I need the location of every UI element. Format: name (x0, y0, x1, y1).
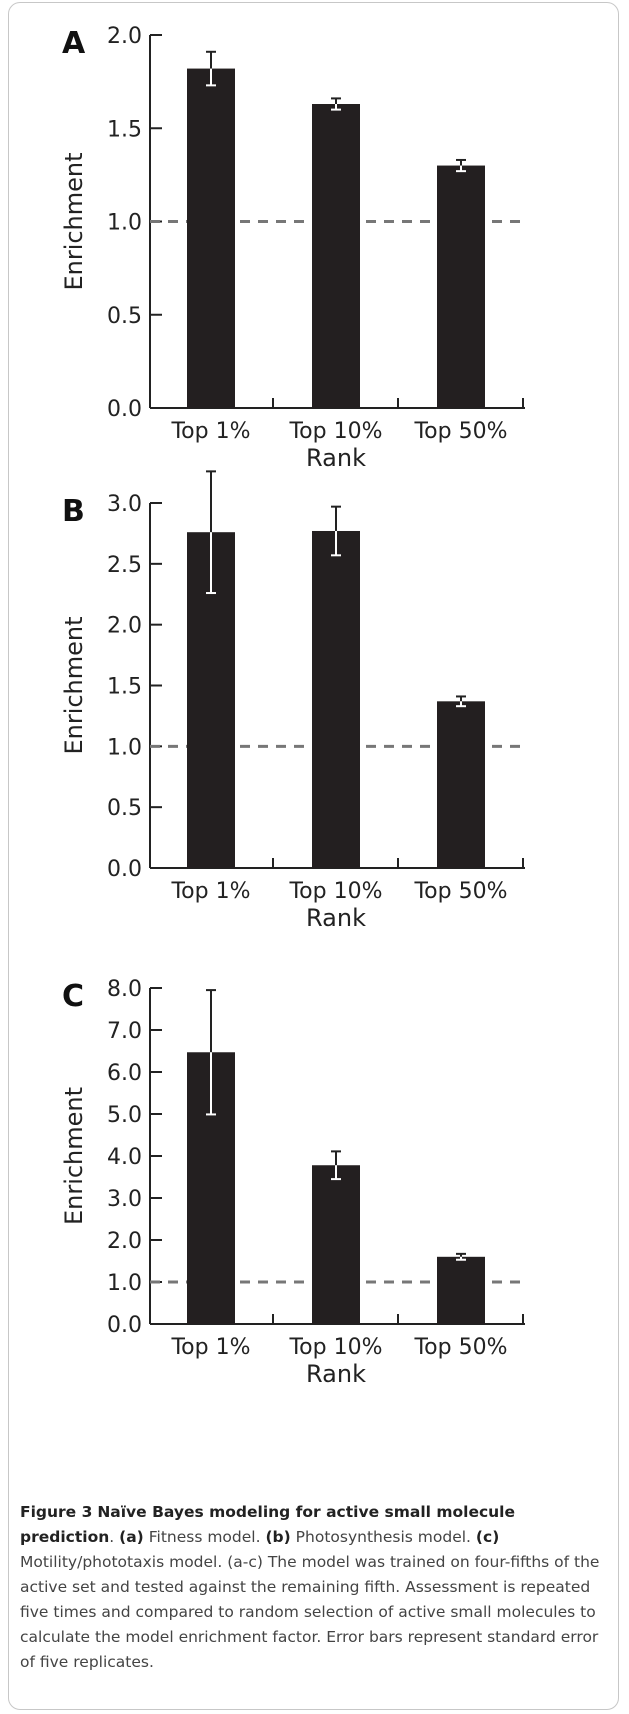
y-axis-title: Enrichment (60, 1087, 88, 1225)
bar (312, 530, 360, 868)
bar (187, 68, 235, 408)
error-bar (331, 505, 341, 557)
bar (437, 1256, 485, 1324)
error-bar (456, 158, 466, 173)
bar (437, 701, 485, 868)
x-tick-label: Top 50% (413, 879, 507, 904)
error-bar (331, 97, 341, 111)
error-bar (206, 989, 216, 1116)
x-tick-label: Top 10% (288, 419, 382, 444)
bar (312, 1165, 360, 1324)
y-tick-label: 1.0 (107, 1271, 142, 1296)
y-axis-title: Enrichment (60, 152, 88, 290)
caption-part-a-text: Fitness model. (148, 1528, 261, 1546)
x-tick-label: Top 1% (170, 1335, 250, 1360)
chart-panel-b: B 0.0 0.5 1.0 1.5 2.0 2.5 3.0 Top 1% Top 10% Top 5… (60, 470, 525, 932)
bar (312, 104, 360, 408)
y-tick-label: 0.0 (107, 857, 142, 882)
y-tick-label: 0.0 (107, 1313, 142, 1338)
y-tick-label: 4.0 (107, 1145, 142, 1170)
y-tick-label: 1.5 (107, 675, 142, 700)
x-tick-label: Top 10% (288, 1335, 382, 1360)
x-tick-label: Top 1% (170, 879, 250, 904)
caption-part-b-label: (b) (265, 1528, 291, 1546)
x-tick-label: Top 10% (288, 879, 382, 904)
panel-letter: B (62, 494, 85, 529)
chart-panel-c: C 0.0 1.0 2.0 3.0 4.0 5.0 6.0 7.0 8.0 Top 1% Top 10… (60, 977, 525, 1388)
x-tick-label: Top 50% (413, 419, 507, 444)
x-axis-title: Rank (306, 904, 366, 932)
y-tick-label: 7.0 (107, 1019, 142, 1044)
y-tick-label: 8.0 (107, 977, 142, 1002)
y-axis-title: Enrichment (60, 616, 88, 754)
error-bar (206, 470, 216, 595)
y-tick-label: 0.5 (107, 796, 142, 821)
y-tick-label: 1.0 (107, 735, 142, 760)
x-tick-label: Top 50% (413, 1335, 507, 1360)
error-bar (456, 1252, 466, 1261)
bar (437, 165, 485, 408)
x-axis-title: Rank (306, 444, 366, 472)
y-tick-label: 5.0 (107, 1103, 142, 1128)
error-bar (206, 50, 216, 87)
y-tick-label: 2.0 (107, 24, 142, 49)
caption-figure-label: Figure 3 (20, 1503, 93, 1521)
caption-title: Naïve Bayes modeling for active small mo… (20, 1503, 516, 1546)
caption-part-a-label: (a) (119, 1528, 144, 1546)
y-tick-label: 1.0 (107, 211, 142, 236)
y-tick-label: 3.0 (107, 492, 142, 517)
panel-letter: C (62, 979, 84, 1014)
y-tick-label: 0.0 (107, 397, 142, 422)
caption-part-b-text: Photosynthesis model. (295, 1528, 471, 1546)
panel-letter: A (62, 26, 86, 61)
y-tick-label: 3.0 (107, 1187, 142, 1212)
caption-part-c-label: (c) (475, 1528, 500, 1546)
y-tick-label: 1.5 (107, 117, 142, 142)
caption-part-c-text: Motility/phototaxis model. (a-c) The mod… (20, 1553, 600, 1671)
x-tick-label: Top 1% (170, 419, 250, 444)
x-axis-title: Rank (306, 1360, 366, 1388)
y-tick-label: 2.5 (107, 553, 142, 578)
y-tick-label: 0.5 (107, 304, 142, 329)
error-bar (456, 695, 466, 708)
figure-caption: Figure 3 Naïve Bayes modeling for active… (20, 1503, 600, 1671)
error-bar (331, 1150, 341, 1181)
y-tick-label: 2.0 (107, 1229, 142, 1254)
y-tick-label: 2.0 (107, 614, 142, 639)
chart-panel-a: A 0.0 0.5 1.0 1.5 2.0 Top 1% Top 10% Top 50% Rank… (60, 24, 525, 472)
y-tick-label: 6.0 (107, 1061, 142, 1086)
